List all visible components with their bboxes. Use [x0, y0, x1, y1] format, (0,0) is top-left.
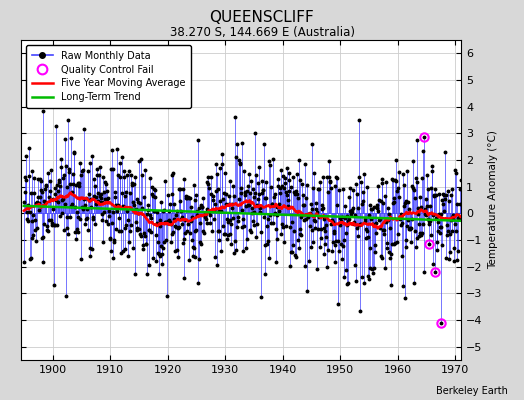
Y-axis label: Temperature Anomaly (°C): Temperature Anomaly (°C) — [488, 130, 498, 270]
Text: 38.270 S, 144.669 E (Australia): 38.270 S, 144.669 E (Australia) — [169, 26, 355, 39]
Legend: Raw Monthly Data, Quality Control Fail, Five Year Moving Average, Long-Term Tren: Raw Monthly Data, Quality Control Fail, … — [26, 45, 191, 108]
Text: QUEENSCLIFF: QUEENSCLIFF — [210, 10, 314, 25]
Text: Berkeley Earth: Berkeley Earth — [436, 386, 508, 396]
